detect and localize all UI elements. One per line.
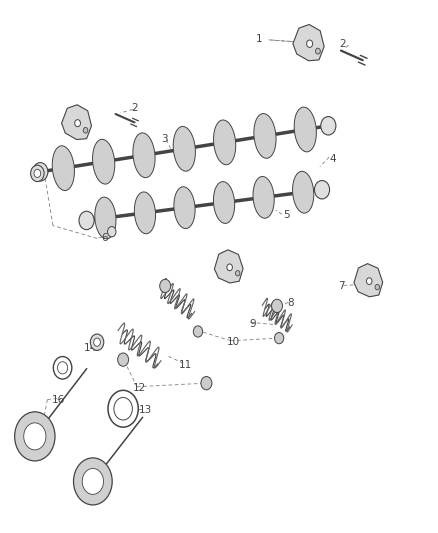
Text: 2: 2 [340,39,346,49]
Text: 12: 12 [132,383,146,393]
Circle shape [75,119,81,127]
Ellipse shape [214,120,236,165]
Circle shape [94,338,100,346]
Circle shape [31,165,44,182]
Circle shape [160,279,171,293]
Circle shape [193,326,203,337]
Circle shape [114,398,132,420]
Circle shape [33,163,48,181]
Circle shape [90,334,104,350]
Text: 1: 1 [256,34,262,44]
Text: 11: 11 [179,360,192,370]
Ellipse shape [134,192,155,234]
Circle shape [34,169,41,177]
Ellipse shape [52,146,74,190]
Polygon shape [214,250,243,283]
Circle shape [108,390,138,427]
Circle shape [321,117,336,135]
Circle shape [83,127,88,133]
Text: 16: 16 [52,394,65,405]
Circle shape [375,285,379,290]
Text: 14: 14 [84,343,97,353]
Text: 6: 6 [101,233,108,244]
Text: 1: 1 [79,110,86,120]
Text: 5: 5 [283,211,290,220]
Circle shape [227,264,233,271]
Polygon shape [62,105,92,140]
Text: 3: 3 [161,134,168,143]
Text: 7: 7 [338,281,344,291]
Ellipse shape [213,182,235,223]
Text: 8: 8 [287,298,294,309]
Circle shape [201,376,212,390]
Circle shape [74,458,112,505]
Circle shape [82,469,103,494]
Text: 13: 13 [139,405,152,415]
Text: 15: 15 [52,364,65,374]
Polygon shape [354,264,383,297]
Text: 4: 4 [329,154,336,164]
Circle shape [272,299,283,312]
Circle shape [367,278,372,285]
Circle shape [236,271,240,276]
Circle shape [307,40,313,47]
Polygon shape [293,25,324,61]
Circle shape [314,181,329,199]
Circle shape [315,48,320,54]
Ellipse shape [173,126,195,171]
Circle shape [57,362,67,374]
Ellipse shape [133,133,155,177]
Ellipse shape [294,107,316,152]
Text: 2: 2 [131,103,138,113]
Ellipse shape [174,187,195,229]
Circle shape [118,353,129,366]
Ellipse shape [95,197,116,239]
Circle shape [108,227,116,237]
Circle shape [275,333,284,344]
Circle shape [79,211,94,230]
Circle shape [14,412,55,461]
Text: 10: 10 [227,337,240,347]
Ellipse shape [92,139,115,184]
Ellipse shape [253,176,274,219]
Circle shape [24,423,46,450]
Text: 9: 9 [249,319,256,329]
Ellipse shape [293,171,314,213]
Circle shape [53,357,72,379]
Ellipse shape [254,114,276,158]
